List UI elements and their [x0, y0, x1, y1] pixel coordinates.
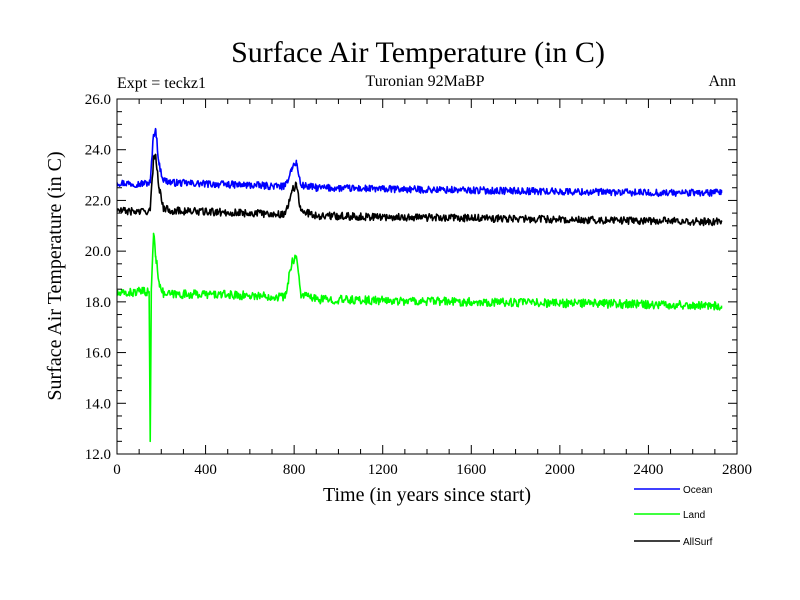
y-tick-label: 12.0 — [85, 447, 111, 463]
x-tick-label: 800 — [283, 462, 306, 478]
y-tick-label: 20.0 — [85, 244, 111, 260]
legend-label-ocean: Ocean — [683, 485, 712, 496]
y-tick-label: 22.0 — [85, 193, 111, 209]
y-tick-label: 24.0 — [85, 143, 111, 159]
chart-title: Surface Air Temperature (in C) — [231, 36, 605, 69]
y-tick-labels: 12.0 14.0 16.0 18.0 20.0 22.0 24.0 26.0 — [85, 92, 111, 463]
x-axis-label: Time (in years since start) — [323, 484, 531, 506]
series-line-land — [117, 232, 723, 443]
x-tick-label: 1600 — [456, 462, 486, 478]
x-tick-label: 1200 — [368, 462, 398, 478]
x-tick-labels: 0 400 800 1200 1600 2000 2400 2800 — [113, 462, 752, 478]
legend-label-allsurf: AllSurf — [683, 537, 713, 548]
x-tick-label: 2800 — [722, 462, 752, 478]
y-tick-label: 26.0 — [85, 92, 111, 108]
legend-label-land: Land — [683, 510, 705, 521]
y-tick-label: 18.0 — [85, 295, 111, 311]
axis-ticks — [116, 98, 738, 455]
legend: Ocean Land AllSurf — [634, 485, 713, 548]
series-line-ocean — [117, 127, 723, 198]
series-layer — [117, 127, 723, 443]
x-tick-label: 400 — [194, 462, 217, 478]
y-tick-label: 16.0 — [85, 346, 111, 362]
plot-frame — [116, 98, 738, 455]
y-axis-label: Surface Air Temperature (in C) — [44, 151, 66, 400]
x-tick-label: 0 — [113, 462, 121, 478]
x-tick-label: 2000 — [545, 462, 575, 478]
y-tick-label: 14.0 — [85, 396, 111, 412]
series-line-allsurf — [117, 153, 723, 227]
chart-subtitle-right: Ann — [708, 73, 736, 90]
chart-subtitle-center: Turonian 92MaBP — [366, 73, 485, 90]
x-tick-label: 2400 — [633, 462, 663, 478]
chart-subtitle-left: Expt = teckz1 — [117, 75, 206, 92]
